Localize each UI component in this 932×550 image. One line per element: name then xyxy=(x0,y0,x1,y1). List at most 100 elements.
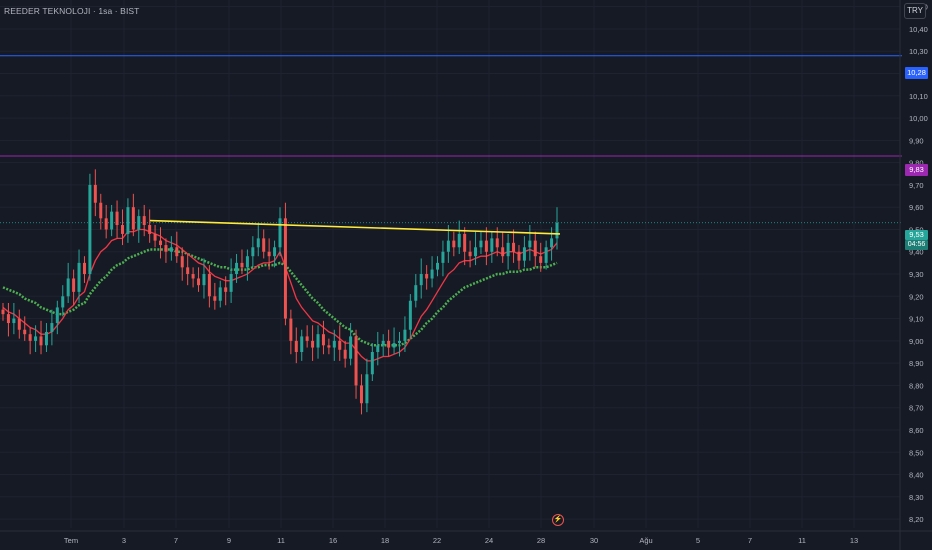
candle-body xyxy=(240,262,244,268)
y-tick-label: 10,10 xyxy=(909,92,928,101)
candle-body xyxy=(387,340,391,348)
candle-body xyxy=(533,240,537,257)
candle-body xyxy=(104,218,108,230)
candle-body xyxy=(501,247,505,257)
candle-body xyxy=(397,340,401,344)
candle-body xyxy=(294,340,298,352)
candle-body xyxy=(479,240,483,248)
candle-body xyxy=(338,340,342,350)
y-tick-label: 8,50 xyxy=(909,448,924,457)
candle-body xyxy=(370,352,374,375)
time-axis: Tem 3 7 9 11 16 18 22 24 28 30 Ağu 5 7 11 13 xyxy=(0,530,932,545)
candle-body xyxy=(490,238,494,252)
candle-body xyxy=(115,211,119,226)
candle-body xyxy=(61,296,65,308)
y-tick-label: 8,30 xyxy=(909,493,924,502)
candle-body xyxy=(131,207,135,230)
chart-grid xyxy=(0,0,900,528)
candle-body xyxy=(273,247,277,257)
candle-body xyxy=(528,240,532,248)
x-tick-label: 18 xyxy=(381,536,389,545)
y-tick-label: 10,00 xyxy=(909,114,928,123)
candle-body xyxy=(17,318,21,330)
x-tick-label: 13 xyxy=(850,536,858,545)
candle-body xyxy=(408,300,412,330)
candle-body xyxy=(180,256,184,268)
candle-body xyxy=(316,334,320,348)
y-tick-label: 8,80 xyxy=(909,381,924,390)
candle-body xyxy=(544,247,548,263)
candle-body xyxy=(169,247,173,252)
x-tick-label: 7 xyxy=(748,536,752,545)
x-tick-label: 5 xyxy=(696,536,700,545)
y-tick-label: 8,70 xyxy=(909,404,924,413)
candle-body xyxy=(321,334,325,346)
x-tick-label: 24 xyxy=(485,536,493,545)
y-tick-label: 8,40 xyxy=(909,471,924,480)
candle-body xyxy=(224,287,228,292)
candle-body xyxy=(343,349,347,359)
y-tick-label: 10,30 xyxy=(909,47,928,56)
y-tick-label: 9,70 xyxy=(909,181,924,190)
x-tick-label: 22 xyxy=(433,536,441,545)
y-tick-label: 8,90 xyxy=(909,359,924,368)
symbol-title[interactable]: REEDER TEKNOLOJI · 1sa · BIST xyxy=(4,6,140,16)
candle-body xyxy=(550,238,554,248)
candle-body xyxy=(517,251,521,261)
blue-line-price-tag: 10,28 xyxy=(905,67,928,79)
y-tick-label: 9,60 xyxy=(909,203,924,212)
candle-body xyxy=(539,256,543,263)
y-tick-label: 9,30 xyxy=(909,270,924,279)
candle-body xyxy=(484,240,488,252)
candle-body xyxy=(425,274,429,279)
candle-body xyxy=(72,278,76,292)
horizontal-lines xyxy=(0,55,902,224)
candle-body xyxy=(23,329,27,335)
x-tick-label: 28 xyxy=(537,536,545,545)
candle-body xyxy=(512,242,516,252)
candle-body xyxy=(186,267,190,275)
candle-body xyxy=(245,256,249,268)
candle-body xyxy=(278,218,282,248)
candle-body xyxy=(191,274,195,279)
candle-body xyxy=(446,240,450,252)
candle-body xyxy=(452,240,456,248)
candle-body xyxy=(365,374,369,404)
candle-body xyxy=(463,233,467,252)
currency-button[interactable]: TRY xyxy=(904,3,926,19)
x-tick-label: 3 xyxy=(122,536,126,545)
candle-body xyxy=(419,274,423,286)
candle-body xyxy=(300,336,304,352)
purple-line-price-tag: 9,83 xyxy=(905,164,928,176)
candle-body xyxy=(126,207,130,234)
resistance-trendline xyxy=(149,219,561,235)
candle-body xyxy=(332,340,336,348)
x-tick-label: 11 xyxy=(798,536,806,545)
candle-body xyxy=(213,296,217,301)
candle-body xyxy=(289,318,293,341)
x-tick-label: 30 xyxy=(590,536,598,545)
lightning-icon[interactable]: ⚡ xyxy=(552,514,564,526)
candlestick-series xyxy=(1,169,559,415)
candle-body xyxy=(148,225,152,234)
candle-body xyxy=(474,247,478,257)
candle-body xyxy=(436,262,440,270)
candle-body xyxy=(327,345,331,348)
candle-body xyxy=(93,184,97,203)
candle-body xyxy=(202,274,206,286)
candle-body xyxy=(88,184,92,275)
x-tick-label: 16 xyxy=(329,536,337,545)
y-tick-label: 9,80 xyxy=(909,159,924,168)
candle-body xyxy=(359,385,363,404)
bar-countdown-tag: 04:56 xyxy=(905,240,928,250)
y-tick-label: 9,00 xyxy=(909,337,924,346)
candle-body xyxy=(441,251,445,263)
candle-body xyxy=(50,323,54,332)
y-tick-label: 8,20 xyxy=(909,515,924,524)
current-price-tag: 9,53 xyxy=(905,230,928,240)
y-tick-label: 9,40 xyxy=(909,248,924,257)
candle-body xyxy=(381,340,385,346)
candle-body xyxy=(153,233,157,241)
candle-body xyxy=(137,216,141,230)
